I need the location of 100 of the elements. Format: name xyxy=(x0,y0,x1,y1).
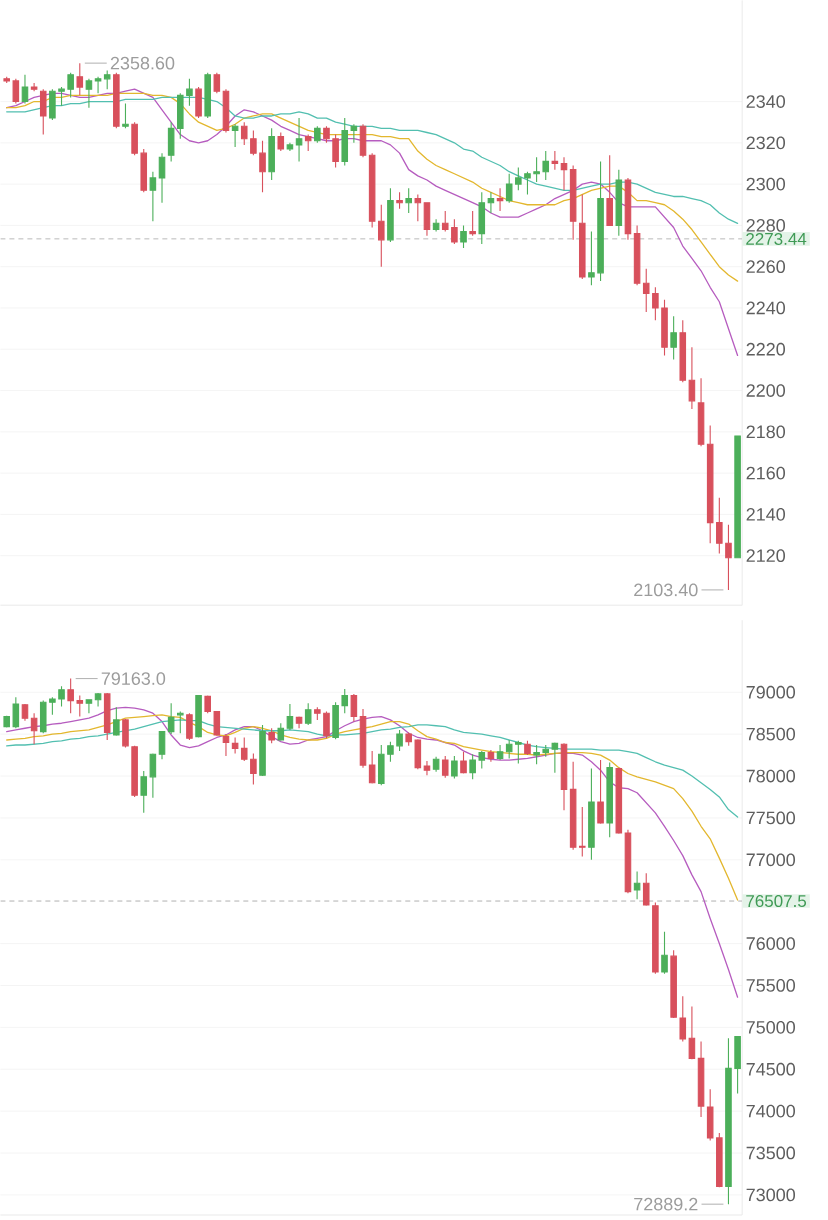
y-tick-label: 2180 xyxy=(746,425,785,439)
candlestick xyxy=(313,706,321,721)
candlestick xyxy=(140,148,147,193)
candlestick xyxy=(734,1036,741,1095)
candlestick xyxy=(186,712,193,741)
candlestick xyxy=(396,729,403,752)
candlestick xyxy=(734,435,741,559)
candlestick xyxy=(597,759,604,825)
candlestick xyxy=(451,755,458,780)
candlestick xyxy=(679,995,687,1043)
candlestick xyxy=(524,740,531,756)
candlestick xyxy=(204,72,211,119)
candlestick xyxy=(633,224,641,286)
candlestick xyxy=(469,210,476,237)
candlestick xyxy=(496,744,504,761)
candlestick xyxy=(350,123,358,144)
candlestick xyxy=(387,187,394,243)
candlestick xyxy=(304,702,312,726)
y-tick-label: 2120 xyxy=(746,549,785,563)
candlestick xyxy=(451,218,458,245)
y-tick-label: 2280 xyxy=(746,219,785,232)
candlestick xyxy=(368,750,376,785)
candlestick xyxy=(231,123,239,148)
candlestick xyxy=(112,706,120,737)
candlestick xyxy=(158,731,166,760)
annotation: 72889.2 xyxy=(634,1197,698,1211)
candlestick xyxy=(3,76,10,84)
candlestick xyxy=(85,699,93,714)
candlestick xyxy=(359,123,367,158)
candlestick xyxy=(323,710,330,739)
candlestick xyxy=(149,752,157,799)
y-tick-label: 75500 xyxy=(746,979,795,992)
y-tick-label: 2240 xyxy=(746,301,785,315)
candlestick xyxy=(432,756,440,773)
candlestick xyxy=(706,425,714,544)
candlestick xyxy=(350,693,358,723)
candlestick xyxy=(405,187,412,214)
candlestick xyxy=(588,231,595,286)
candlestick xyxy=(103,70,111,90)
candlestick xyxy=(514,167,522,191)
candlestick xyxy=(725,524,732,591)
candlestick xyxy=(551,741,559,774)
y-tick-label: 2340 xyxy=(746,95,785,108)
candlestick xyxy=(341,117,348,167)
candlestick xyxy=(396,191,403,210)
candlestick xyxy=(268,127,275,181)
y-tick-label: 77000 xyxy=(746,853,795,867)
candlestick xyxy=(167,121,175,162)
candlestick xyxy=(49,88,56,121)
candlestick xyxy=(688,1005,696,1060)
candlestick xyxy=(12,696,20,729)
candlestick xyxy=(204,695,211,714)
candlestick xyxy=(231,736,239,754)
candlestick xyxy=(670,315,677,361)
y-tick-label: 78000 xyxy=(746,769,795,783)
candlestick xyxy=(423,760,431,776)
candlestick xyxy=(240,121,248,146)
candlestick xyxy=(588,767,595,861)
candlestick xyxy=(332,134,339,169)
candlestick xyxy=(222,88,230,134)
candlestick xyxy=(652,286,659,321)
y-tick-label: 2320 xyxy=(746,136,785,150)
candlestick xyxy=(715,1132,723,1188)
candlestick xyxy=(697,1041,705,1118)
ref-line-label: 2273.44 xyxy=(746,232,807,245)
y-tick-label: 2160 xyxy=(746,466,785,480)
candlestick xyxy=(578,193,586,280)
candlestick xyxy=(487,191,495,214)
candlestick xyxy=(670,949,677,1019)
candlestick xyxy=(94,76,102,94)
candlestick xyxy=(688,346,696,410)
candlestick xyxy=(268,727,275,744)
candlestick xyxy=(259,724,266,777)
candlestick xyxy=(176,92,184,140)
candlestick xyxy=(131,121,138,156)
y-tick-label: 2220 xyxy=(746,342,785,356)
candlestick xyxy=(597,160,604,282)
candlestick xyxy=(368,152,376,228)
candlestick xyxy=(642,872,650,907)
candlestick xyxy=(76,62,84,96)
candlestick xyxy=(496,187,504,212)
candlestick xyxy=(158,152,166,204)
candlestick xyxy=(569,761,577,851)
annotation: 79163.0 xyxy=(101,672,166,685)
candlestick xyxy=(460,224,467,249)
candlestick xyxy=(487,749,495,763)
candlestick xyxy=(58,86,65,107)
y-tick-label: 2260 xyxy=(746,260,785,274)
candlestick xyxy=(661,931,668,975)
candlestick xyxy=(624,829,632,894)
candlestick xyxy=(652,901,659,975)
candlestick xyxy=(286,703,294,731)
candlestick xyxy=(441,755,449,779)
candlestick xyxy=(377,204,385,268)
candlestick xyxy=(514,740,522,764)
candlestick xyxy=(195,86,202,119)
candlestick xyxy=(551,150,559,171)
candlestick xyxy=(560,742,568,811)
candlestick xyxy=(30,712,38,745)
candlestick xyxy=(67,678,74,714)
